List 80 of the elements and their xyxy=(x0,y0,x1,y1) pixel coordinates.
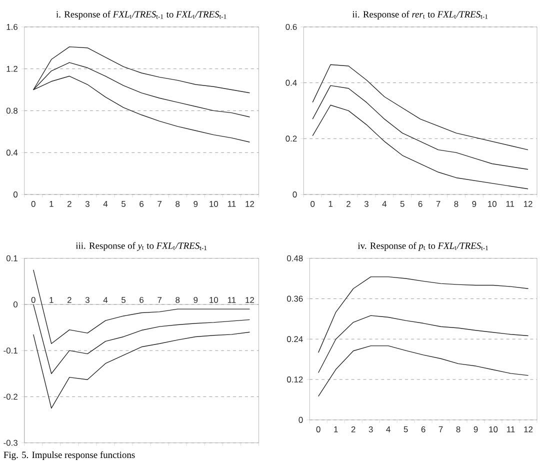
x-tick-label: 6 xyxy=(421,426,426,432)
x-tick-label: 2 xyxy=(68,201,72,207)
y-tick-label: -0.2 xyxy=(4,394,18,400)
line-series xyxy=(318,276,529,354)
x-tick-label: 1 xyxy=(334,426,338,432)
x-tick-label: 0 xyxy=(316,426,320,432)
y-tick-label: 0 xyxy=(292,192,297,198)
y-tick-label: 0.48 xyxy=(287,255,303,262)
x-tick-label: 10 xyxy=(489,426,498,432)
x-tick-label: 4 xyxy=(103,201,108,207)
caption: Fig. 5. Impulse response functions xyxy=(4,451,135,460)
x-tick-label: 2 xyxy=(68,297,72,304)
x-tick-label: 8 xyxy=(176,297,180,304)
x-tick-label: 11 xyxy=(228,297,236,304)
x-tick-label: 11 xyxy=(507,426,515,432)
x-tick-label: 8 xyxy=(176,201,180,208)
x-tick-label: 4 xyxy=(103,297,108,304)
y-tick-label: 0 xyxy=(14,302,18,308)
y-tick-label: 0 xyxy=(14,192,18,198)
x-tick-label: 7 xyxy=(436,201,440,207)
x-tick-label: 9 xyxy=(472,201,476,208)
x-tick-label: 0 xyxy=(31,297,36,304)
chart-title: i. Response of FXL$_{t}$/TRES$_{t-1}$ to FXL$_{t}$/TRES$_{t-1}$ xyxy=(56,10,226,20)
x-tick-label: 1 xyxy=(50,201,54,207)
x-tick-label: 9 xyxy=(194,201,198,208)
y-tick-label: 0.24 xyxy=(287,336,303,342)
x-tick-label: 6 xyxy=(140,201,144,208)
x-tick-label: 2 xyxy=(351,426,356,432)
x-tick-label: 3 xyxy=(85,201,90,208)
x-tick-label: 1 xyxy=(50,297,54,304)
x-tick-label: 12 xyxy=(524,201,532,207)
x-tick-label: 0 xyxy=(31,201,36,208)
y-tick-label: 0.6 xyxy=(286,24,297,30)
line-series xyxy=(33,332,250,409)
y-tick-label: 1.2 xyxy=(6,66,18,72)
x-tick-label: 5 xyxy=(404,426,408,432)
x-tick-label: 6 xyxy=(140,297,144,304)
x-tick-label: 11 xyxy=(228,201,236,207)
x-tick-label: 12 xyxy=(246,297,254,304)
y-tick-label: 0.1 xyxy=(6,255,18,262)
x-tick-label: 9 xyxy=(474,426,478,432)
x-tick-label: 2 xyxy=(346,201,350,207)
y-tick-label: 0 xyxy=(298,417,303,423)
x-tick-label: 10 xyxy=(210,297,218,304)
x-tick-label: 7 xyxy=(158,297,162,304)
x-tick-label: 9 xyxy=(194,297,198,304)
x-tick-label: 11 xyxy=(506,201,514,207)
y-tick-label: 0.36 xyxy=(287,296,303,302)
y-tick-label: 0.4 xyxy=(286,80,297,86)
line-series xyxy=(318,315,529,374)
x-tick-label: 3 xyxy=(364,201,368,208)
y-tick-label: 0.12 xyxy=(287,376,303,383)
y-tick-label: 0.8 xyxy=(6,108,18,114)
x-tick-label: 5 xyxy=(122,297,126,304)
x-tick-label: 0 xyxy=(310,201,315,208)
chart-title: iii. Response of y$_{t}$ to FXL$_{t}$/TRES$_{t-1}$ xyxy=(76,242,207,251)
y-tick-label: 1.6 xyxy=(6,24,18,30)
chart-title: iv. Response of p$_{t}$ to FXL$_{t}$/TRES$_{t-1}$ xyxy=(358,242,488,251)
x-tick-label: 3 xyxy=(85,297,90,304)
x-tick-label: 8 xyxy=(456,426,460,432)
x-tick-label: 6 xyxy=(418,201,422,208)
x-tick-label: 12 xyxy=(524,426,533,432)
x-tick-label: 5 xyxy=(400,201,404,207)
x-tick-label: 3 xyxy=(368,426,373,432)
x-tick-label: 1 xyxy=(328,201,332,207)
x-tick-label: 5 xyxy=(122,201,126,207)
x-tick-label: 7 xyxy=(438,426,443,432)
y-tick-label: 0.2 xyxy=(286,136,297,142)
x-tick-label: 12 xyxy=(246,201,254,207)
y-tick-label: -0.3 xyxy=(4,440,18,446)
x-tick-label: 8 xyxy=(454,201,458,208)
x-tick-label: 10 xyxy=(488,201,496,208)
y-tick-label: -0.1 xyxy=(4,348,18,354)
y-tick-label: 0.4 xyxy=(6,150,18,156)
chart-title: ii. Response of rer$_{t}$ to FXL$_{t}$/TRES$_{t-1}$ xyxy=(352,10,488,20)
x-tick-label: 4 xyxy=(386,426,390,432)
x-tick-label: 10 xyxy=(210,201,218,208)
x-tick-label: 7 xyxy=(158,201,162,207)
x-tick-label: 4 xyxy=(382,201,387,207)
line-series xyxy=(318,346,529,397)
